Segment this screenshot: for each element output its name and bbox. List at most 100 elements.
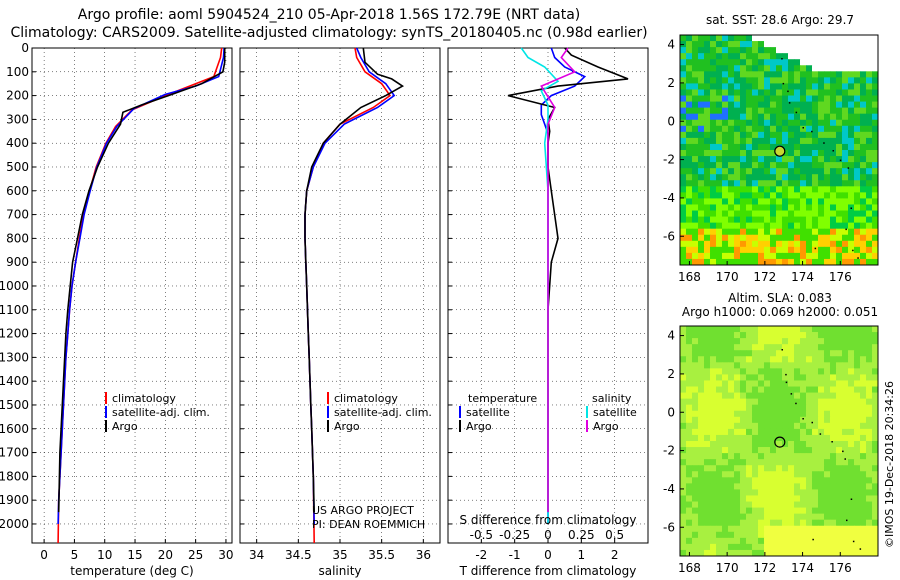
map-cell [722,368,729,375]
map-cell [710,168,717,175]
map-cell [842,447,849,454]
y-tick-label: 1600 [0,422,29,436]
map-cell [842,150,849,157]
map-cell [770,404,777,412]
map-cell [728,125,735,133]
map-cell [782,143,789,151]
map-cell [686,204,693,211]
map-cell [746,441,753,448]
map-cell [698,380,705,387]
map-cell [794,543,801,551]
map-cell [704,362,711,369]
map-cell [824,258,831,266]
map-cell [848,507,855,515]
map-cell [860,150,867,157]
map-cell [824,441,831,448]
map-cell [776,101,783,109]
map-cell [710,374,717,381]
map-cell [854,332,861,339]
map-cell [806,47,813,54]
map-cell [872,174,879,181]
map-cell [866,47,873,54]
map-cell [848,240,855,248]
map-cell [686,156,693,163]
map-cell [872,398,879,406]
map-cell [734,416,741,424]
map-cell [866,131,873,139]
map-cell [776,501,783,508]
map-cell [710,252,717,260]
map-cell [722,59,729,66]
map-cell [836,356,843,363]
map-cell [746,204,753,211]
map-cell [728,549,735,557]
map-cell [812,531,819,539]
map-cell [746,386,753,393]
map-cell [812,41,819,48]
map-cell [704,525,711,533]
map-cell [848,525,855,533]
map-cell [830,95,837,102]
map-cell [734,77,741,84]
map-cell [770,228,777,236]
map-cell [854,59,861,66]
map-cell [698,344,705,351]
map-cell [746,392,753,400]
map-cell [800,180,807,187]
map-cell [680,356,687,363]
map-cell [794,204,801,211]
map-cell [872,234,879,242]
map-cell [722,374,729,381]
map-cell [800,434,807,442]
map-cell [764,143,771,151]
y-tick-label: 900 [6,255,29,269]
map-cell [812,519,819,527]
map-cell [770,65,777,72]
map-cell [794,459,801,466]
map-cell [764,428,771,436]
map-cell [812,150,819,157]
map-cell [842,216,849,224]
map-cell [848,252,855,260]
map-cell [716,531,723,539]
map-cell [776,59,783,66]
legend-s-satellite-label: satellite [593,406,637,419]
map-cell [698,216,705,224]
map-cell [692,156,699,163]
map-cell [716,53,723,60]
map-cell [728,386,735,393]
map-cell [800,525,807,533]
map-cell [734,459,741,466]
map-cell [710,240,717,248]
map-cell [866,537,873,545]
map-cell [788,89,795,96]
map-cell [866,192,873,199]
map-cell [710,47,717,54]
map-cell [866,344,873,351]
map-cell [788,246,795,254]
map-cell [872,459,879,466]
map-cell [842,198,849,205]
map-cell [758,465,765,472]
map-cell [800,386,807,393]
map-cell [698,386,705,393]
map-cell [842,495,849,502]
map-cell [770,83,777,90]
island-mark [857,257,859,259]
map-cell [824,531,831,539]
map-cell [788,119,795,127]
map-cell [824,501,831,508]
map-cell [794,525,801,533]
map-cell [866,338,873,345]
map-cell [704,150,711,157]
map-cell [788,47,795,54]
map-cell [698,483,705,490]
map-cell [854,234,861,242]
map-cell [824,386,831,393]
map-cell [704,501,711,508]
map-cell [752,113,759,121]
map-cell [788,434,795,442]
map-cell [686,410,693,418]
map-cell [806,489,813,496]
map-cell [728,119,735,127]
